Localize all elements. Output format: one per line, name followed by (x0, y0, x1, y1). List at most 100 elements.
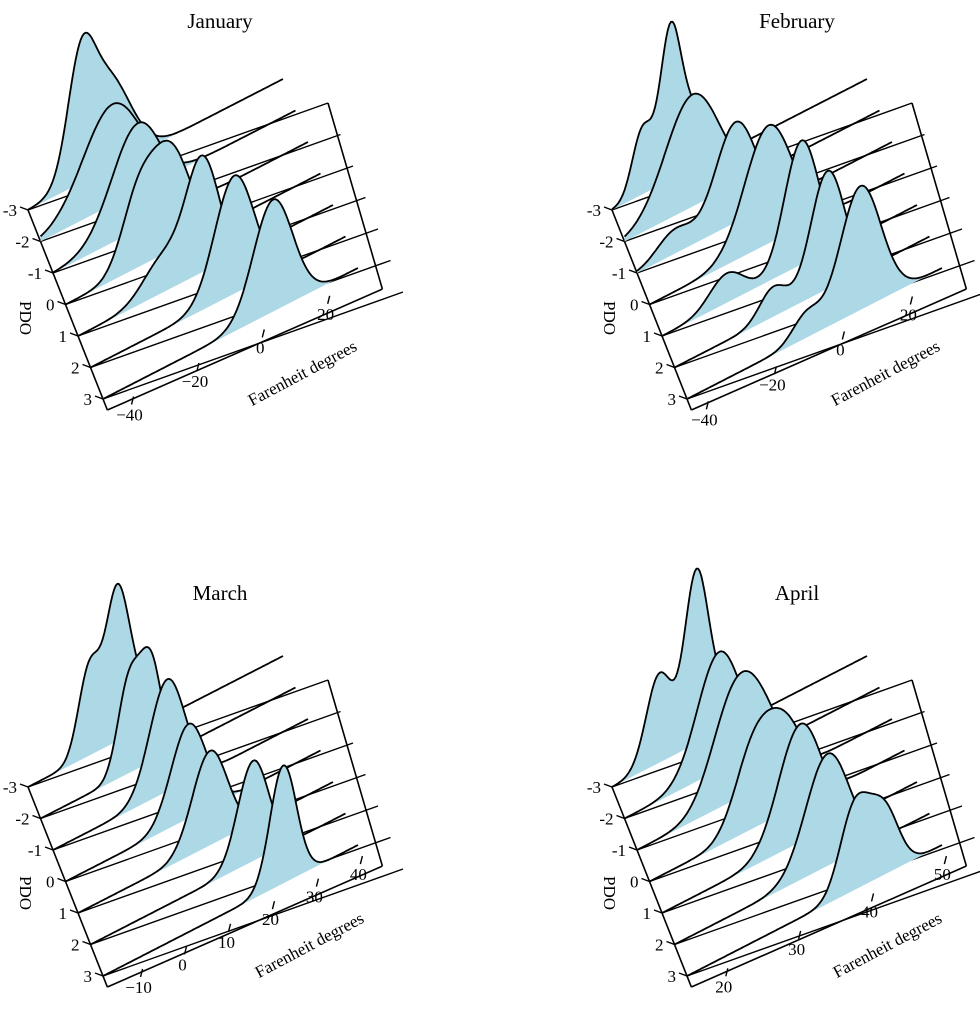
pdo-tick-label: -3 (3, 778, 17, 797)
density-outline (90, 174, 346, 369)
density-outline (102, 198, 359, 400)
density-area (103, 765, 358, 976)
pdo-tick (44, 846, 54, 851)
chart-title: April (775, 581, 819, 605)
right-frame-line (911, 102, 968, 290)
pdo-tick-label: 2 (71, 359, 80, 378)
pdo-tick (603, 206, 613, 211)
pdo-tick (32, 237, 41, 243)
pdo-tick-label: 0 (630, 296, 639, 315)
pdo-tick-label: 0 (630, 873, 639, 892)
density-outline (52, 678, 309, 851)
x-tick (725, 968, 729, 977)
x-tick-label: 0 (836, 340, 845, 359)
x-tick-label: 30 (306, 888, 323, 907)
pdo-tick-label: 1 (59, 327, 68, 346)
x-tick-label: 50 (934, 865, 951, 884)
pdo-tick (653, 909, 663, 914)
density-area (687, 792, 942, 976)
pdo-tick (628, 846, 638, 851)
density-area (28, 583, 283, 787)
chart-title: March (193, 581, 248, 605)
x-tick (327, 295, 331, 304)
floor-grid-line (90, 836, 391, 946)
pdo-tick (69, 332, 79, 337)
pdo-tick (653, 332, 663, 337)
density-area (674, 753, 930, 945)
chart-title: January (187, 9, 253, 33)
pdo-tick-label: -1 (28, 841, 42, 860)
pdo-tick (19, 206, 29, 211)
pdo-tick-label: 2 (71, 936, 80, 955)
x-tick (841, 331, 846, 340)
x-tick (139, 968, 144, 978)
pdo-tick-label: 1 (643, 904, 652, 923)
x-tick-label: 0 (178, 955, 187, 974)
pdo-axis-line (27, 786, 109, 988)
pdo-axis-label: PDO (16, 301, 35, 335)
x-tick-label: 0 (256, 338, 265, 357)
x-axis-line (691, 288, 967, 411)
pdo-tick (666, 363, 675, 369)
pdo-axis-label: PDO (600, 301, 619, 335)
pdo-tick-label: -3 (587, 201, 601, 220)
x-axis-label: Farenheit degrees (828, 336, 943, 409)
x-tick-label: −20 (759, 375, 786, 394)
pdo-axis-line (27, 209, 109, 411)
x-tick (130, 396, 135, 405)
pdo-tick-label: 3 (84, 967, 93, 986)
pdo-tick (641, 877, 650, 883)
density-area (90, 175, 346, 368)
pdo-tick (628, 269, 638, 274)
pdo-tick-label: 3 (668, 967, 677, 986)
density-outline (686, 791, 943, 977)
density-area (674, 170, 930, 368)
pdo-tick-label: -2 (15, 233, 29, 252)
density-area (78, 750, 333, 913)
right-frame-line (327, 102, 384, 290)
x-tick (196, 362, 200, 372)
pdo-axis-line (611, 209, 693, 411)
pdo-tick-label: 2 (655, 359, 664, 378)
floor-grid-line (674, 836, 975, 946)
x-tick-label: 40 (350, 865, 367, 884)
x-tick-label: −40 (691, 410, 718, 429)
x-tick-label: 10 (218, 933, 235, 952)
density-outline (686, 184, 943, 400)
pdo-tick (616, 814, 625, 820)
density-area (78, 155, 333, 336)
x-tick-label: 20 (900, 305, 917, 324)
pdo-tick-label: 1 (59, 904, 68, 923)
pdo-tick (678, 395, 688, 400)
panel-february: February-3-2-10123−40−20020PDOFarenheit … (587, 9, 980, 429)
density-outline (102, 764, 359, 977)
x-tick (359, 855, 364, 865)
pdo-tick (19, 783, 29, 788)
pdo-tick-label: -2 (15, 810, 29, 829)
pdo-tick-label: 3 (668, 390, 677, 409)
density-outline (636, 670, 893, 851)
right-frame-line (327, 679, 384, 867)
density-area (103, 199, 358, 399)
pdo-tick (57, 300, 66, 306)
pdo-tick (32, 814, 41, 820)
x-tick (705, 401, 710, 410)
x-tick (909, 296, 914, 305)
panel-march: March-3-2-10123−10010203040PDOFarenheit … (3, 581, 404, 997)
pdo-tick-label: -3 (587, 778, 601, 797)
x-tick (797, 930, 802, 940)
pdo-tick-label: -2 (599, 233, 613, 252)
pdo-tick (82, 363, 91, 369)
pdo-axis-line (611, 786, 693, 988)
x-tick (183, 946, 188, 955)
pdo-tick (44, 269, 54, 274)
density-area (687, 185, 942, 399)
density-area (662, 140, 917, 336)
x-tick-label: −40 (116, 406, 143, 425)
x-tick (943, 855, 948, 865)
pdo-tick (603, 783, 613, 788)
pdo-tick (641, 300, 650, 306)
